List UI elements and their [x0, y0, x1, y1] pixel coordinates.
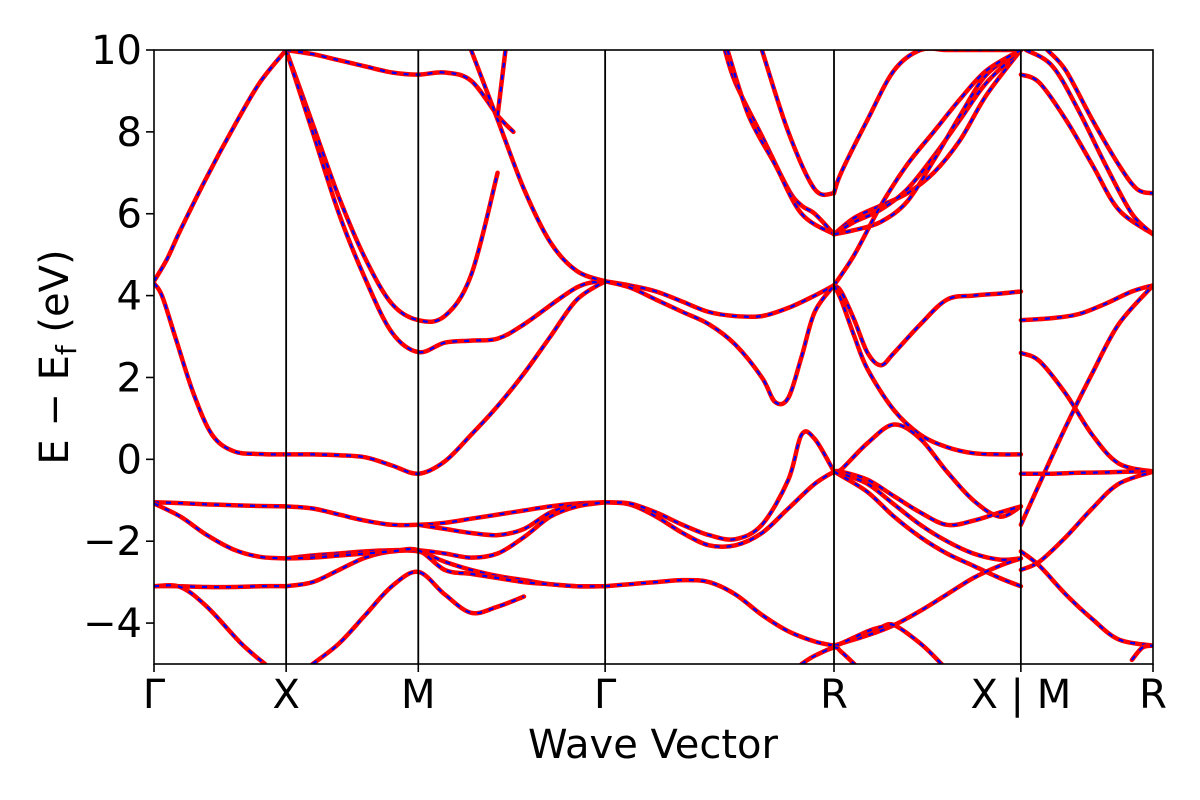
band-16-dashed	[285, 50, 515, 133]
plot-frame	[153, 49, 1154, 665]
band-7-solid	[283, 50, 500, 325]
band-10-dashed	[286, 501, 606, 527]
band-8-dashed	[285, 50, 606, 354]
band-9-solid	[283, 279, 608, 476]
band-36-dashed	[833, 470, 1021, 561]
band-30-dashed	[833, 50, 1022, 236]
y-axis-label-subscript: f	[50, 344, 83, 355]
band-47-dashed	[1020, 470, 1153, 475]
band-23-dashed	[605, 578, 835, 647]
band-7-dashed	[285, 50, 499, 323]
band-20-solid	[602, 279, 837, 407]
band-33-solid	[831, 283, 1024, 457]
band-8-solid	[283, 50, 608, 355]
band-21-solid	[602, 469, 837, 550]
band-19-dashed	[604, 280, 835, 318]
band-9-dashed	[286, 280, 606, 475]
band-22-dashed	[605, 430, 835, 541]
band-4-solid	[154, 501, 289, 561]
band-25-dashed	[760, 50, 835, 196]
band-43-solid	[1023, 50, 1153, 237]
x-tick-label: M	[401, 672, 436, 718]
band-12-dashed	[285, 501, 606, 560]
x-axis-label: Wave Vector	[528, 722, 779, 768]
band-6-dashed	[154, 584, 266, 664]
band-3-dashed	[154, 501, 287, 508]
x-tick-label: R	[820, 672, 848, 718]
band-15-dashed	[286, 547, 606, 588]
band-33-dashed	[833, 284, 1021, 456]
band-26-dashed	[726, 50, 835, 236]
band-2-dashed	[154, 282, 287, 456]
band-4-dashed	[154, 502, 287, 560]
band-17-solid	[468, 50, 608, 284]
y-tick-label: 2	[117, 355, 142, 401]
band-45-solid	[1018, 350, 1153, 474]
x-axis-ticks: Γ X M Γ R X | M R	[143, 664, 1167, 718]
band-14-dashed	[311, 570, 525, 664]
band-23-solid	[602, 577, 837, 648]
y-tick-label: 4	[117, 274, 142, 320]
y-tick-label: 8	[117, 110, 142, 156]
band-42-dashed	[1046, 50, 1153, 195]
x-tick-label: X	[272, 672, 299, 718]
band-37-dashed	[833, 470, 1022, 588]
band-6-solid	[154, 583, 268, 664]
band-1-dashed	[154, 50, 287, 282]
band-2-solid	[154, 281, 289, 457]
band-35-dashed	[833, 469, 1022, 527]
band-25-solid	[759, 50, 837, 198]
y-axis-label-unit: (eV)	[32, 249, 78, 345]
y-tick-label: −2	[83, 519, 142, 565]
band-32-solid	[831, 283, 1024, 368]
y-axis-label-main: E − E	[32, 355, 78, 465]
band-19-solid	[602, 279, 837, 320]
band-24-dashed	[723, 50, 835, 235]
band-18-dashed	[496, 50, 507, 116]
band-5-dashed	[154, 585, 287, 589]
x-tick-label: X | M	[970, 672, 1071, 718]
x-tick-label: R	[1139, 672, 1167, 718]
band-45-dashed	[1020, 351, 1153, 473]
high-symmetry-lines	[285, 50, 1022, 664]
y-tick-label: 6	[117, 192, 142, 238]
band-49-solid	[1018, 549, 1153, 648]
band-44-dashed	[1020, 284, 1153, 322]
band-46-solid	[1018, 283, 1153, 528]
band-lines	[154, 50, 1153, 664]
band-20-dashed	[604, 280, 835, 406]
band-26-solid	[725, 50, 837, 237]
band-44-solid	[1018, 283, 1153, 323]
y-tick-label: −4	[83, 601, 142, 647]
y-tick-label: 10	[91, 28, 142, 74]
band-42-solid	[1045, 50, 1153, 196]
band-31-solid	[831, 50, 1024, 288]
band-29-dashed	[833, 50, 1022, 236]
band-46-dashed	[1019, 284, 1153, 526]
band-48-dashed	[1020, 470, 1153, 571]
band-11-dashed	[418, 501, 606, 537]
band-41-solid	[1018, 72, 1153, 237]
band-24-solid	[722, 50, 837, 237]
band-27-dashed	[832, 50, 1021, 194]
band-39-dashed	[833, 623, 943, 664]
band-50-dashed	[1131, 644, 1153, 661]
y-axis-ticks: −4 −2 0 2 4 6 8 10	[83, 28, 154, 647]
band-43-dashed	[1025, 50, 1153, 236]
y-tick-label: 0	[117, 437, 142, 483]
y-axis-label: E − Ef (eV)	[32, 249, 83, 464]
band-16-solid	[283, 50, 516, 135]
band-18-solid	[495, 50, 508, 118]
x-tick-label: Γ	[594, 672, 617, 718]
band-22-solid	[602, 429, 837, 542]
band-49-dashed	[1020, 550, 1153, 647]
band-34-dashed	[833, 423, 1022, 518]
x-tick-label: Γ	[143, 672, 166, 718]
band-17-dashed	[470, 50, 606, 283]
